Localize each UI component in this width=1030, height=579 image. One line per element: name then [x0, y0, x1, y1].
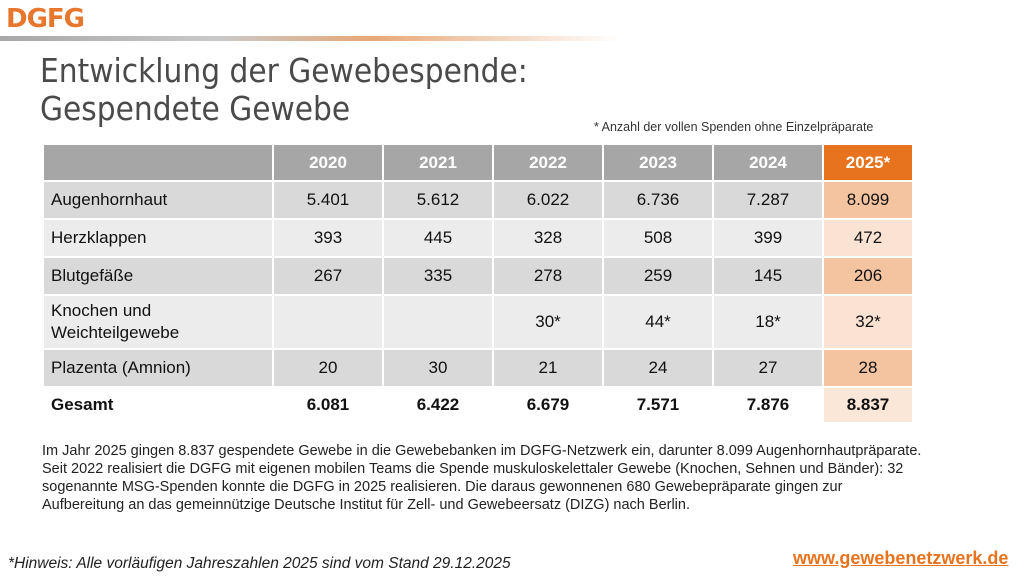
header-corner	[42, 143, 274, 182]
header-cell: 2024	[712, 143, 824, 182]
table-total-row: Gesamt 6.081 6.422 6.679 7.571 7.876 8.8…	[42, 386, 914, 424]
table-cell: 267	[272, 256, 384, 296]
website-link[interactable]: www.gewebenetzwerk.de	[793, 548, 1009, 568]
table-cell: 6.422	[382, 386, 494, 424]
table-cell: 335	[382, 256, 494, 296]
table-cell	[272, 294, 384, 350]
row-label-total: Gesamt	[42, 386, 274, 424]
table-cell: 6.022	[492, 180, 604, 220]
table-cell-2025: 8.099	[822, 180, 914, 220]
description-paragraph: Im Jahr 2025 gingen 8.837 gespendete Gew…	[42, 443, 922, 513]
table-cell: 145	[712, 256, 824, 296]
table-header-row: 2020 2021 2022 2023 2024 2025*	[42, 143, 914, 182]
header-cell: 2022	[492, 143, 604, 182]
table-cell	[382, 294, 494, 350]
table-cell: 393	[272, 218, 384, 258]
table-cell: 399	[712, 218, 824, 258]
table-cell: 445	[382, 218, 494, 258]
header-divider	[0, 36, 620, 41]
row-label-line-2: Weichteilgewebe	[51, 323, 180, 342]
table-cell: 6.736	[602, 180, 714, 220]
page-title: Entwicklung der Gewebespende: Gespendete…	[40, 52, 528, 128]
table-cell-2025: 32*	[822, 294, 914, 350]
donation-table: 2020 2021 2022 2023 2024 2025* Augenhorn…	[42, 143, 914, 424]
table-cell-2025: 472	[822, 218, 914, 258]
logo-text: DGFG	[6, 4, 85, 34]
row-label: Plazenta (Amnion)	[42, 348, 274, 388]
table-cell: 328	[492, 218, 604, 258]
table-cell-2025: 28	[822, 348, 914, 388]
table-cell: 6.081	[272, 386, 384, 424]
row-label: Augenhornhaut	[42, 180, 274, 220]
table-row: Knochen und Weichteilgewebe 30* 44* 18* …	[42, 294, 914, 350]
table-cell: 20	[272, 348, 384, 388]
row-label-line-1: Knochen und	[51, 301, 152, 320]
table-cell: 6.679	[492, 386, 604, 424]
table-cell: 7.571	[602, 386, 714, 424]
row-label: Blutgefäße	[42, 256, 274, 296]
table-cell: 259	[602, 256, 714, 296]
table-cell-2025: 8.837	[822, 386, 914, 424]
table-cell-2025: 206	[822, 256, 914, 296]
table-cell: 30*	[492, 294, 604, 350]
table-cell: 5.612	[382, 180, 494, 220]
row-label: Knochen und Weichteilgewebe	[42, 294, 274, 350]
table-cell: 27	[712, 348, 824, 388]
table-cell: 24	[602, 348, 714, 388]
table-row: Plazenta (Amnion) 20 30 21 24 27 28	[42, 348, 914, 388]
table-cell: 278	[492, 256, 604, 296]
table-footnote: * Anzahl der vollen Spenden ohne Einzelp…	[594, 120, 874, 134]
table-row: Blutgefäße 267 335 278 259 145 206	[42, 256, 914, 296]
table-row: Augenhornhaut 5.401 5.612 6.022 6.736 7.…	[42, 180, 914, 220]
table-cell: 21	[492, 348, 604, 388]
table-row: Herzklappen 393 445 328 508 399 472	[42, 218, 914, 258]
table-cell: 44*	[602, 294, 714, 350]
header-cell: 2021	[382, 143, 494, 182]
table-cell: 7.876	[712, 386, 824, 424]
table-cell: 508	[602, 218, 714, 258]
header-cell-2025: 2025*	[822, 143, 914, 182]
row-label: Herzklappen	[42, 218, 274, 258]
table-cell: 18*	[712, 294, 824, 350]
title-line-1: Entwicklung der Gewebespende:	[40, 51, 528, 90]
table-cell: 5.401	[272, 180, 384, 220]
table-cell: 30	[382, 348, 494, 388]
dgfg-logo: DGFG	[6, 2, 85, 36]
header-cell: 2020	[272, 143, 384, 182]
title-line-2: Gespendete Gewebe	[40, 89, 351, 128]
hint-note: *Hinweis: Alle vorläufigen Jahreszahlen …	[8, 555, 511, 572]
table-cell: 7.287	[712, 180, 824, 220]
header-cell: 2023	[602, 143, 714, 182]
